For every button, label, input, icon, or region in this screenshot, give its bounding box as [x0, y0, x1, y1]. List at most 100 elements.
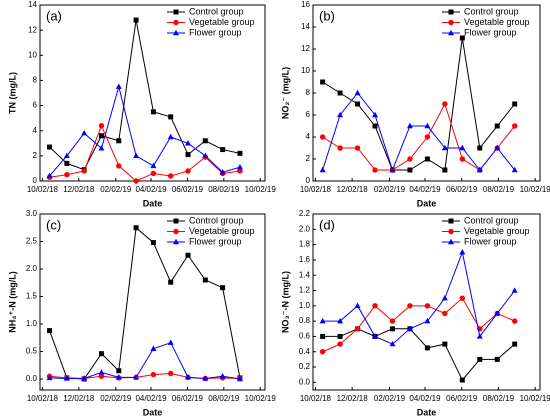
- marker: [185, 168, 191, 174]
- panel-label: (a): [46, 8, 62, 23]
- marker: [98, 351, 104, 357]
- x-tick-label: 12/02/18: [337, 185, 369, 194]
- legend-marker: [448, 29, 454, 36]
- x-tick-label: 06/02/19: [172, 394, 204, 403]
- y-tick-label: 16: [301, 0, 310, 9]
- x-tick-label: 06/02/19: [446, 394, 478, 403]
- marker: [512, 341, 518, 347]
- marker: [494, 356, 500, 362]
- y-tick-label: 0.6: [299, 332, 311, 341]
- marker: [46, 374, 53, 381]
- marker: [237, 150, 243, 156]
- series-line: [322, 250, 516, 345]
- marker: [81, 130, 88, 136]
- marker: [494, 310, 501, 316]
- y-tick-label: 10: [28, 50, 37, 59]
- y-tick-label: 0.8: [299, 316, 311, 325]
- legend-marker: [173, 29, 179, 36]
- marker: [406, 325, 413, 331]
- series-line: [49, 19, 241, 171]
- marker: [407, 156, 413, 162]
- marker: [320, 333, 326, 339]
- marker: [406, 122, 413, 129]
- plot-frame: [39, 4, 266, 182]
- panel: 0.0 0.2 0.4 0.6 0.8 1.0 1.2 1.4 1.6 1.8 2.0 2.2 10/0…: [280, 209, 550, 417]
- x-tick-label: 06/02/19: [172, 185, 204, 194]
- y-axis-label: NH₄⁺-N (mg/L): [7, 271, 17, 333]
- marker: [354, 326, 361, 332]
- series-line: [49, 342, 241, 380]
- legend-label: Control group: [189, 215, 244, 225]
- legend-label: Flower group: [464, 236, 517, 246]
- marker: [220, 147, 226, 153]
- marker: [511, 166, 518, 173]
- marker: [150, 345, 157, 351]
- marker: [63, 152, 70, 159]
- y-tick-label: 1.2: [299, 286, 311, 295]
- y-tick-label: 1.4: [299, 270, 311, 279]
- marker: [512, 101, 518, 107]
- x-axis-label: Date: [143, 407, 163, 417]
- legend-label: Vegetable group: [464, 17, 530, 27]
- marker: [442, 341, 448, 347]
- panel: 0 2 4 6 8 10 12 14 10/02/18 12/02/18 02/02/19 04/02…: [7, 0, 276, 208]
- x-axis-label: Date: [417, 407, 437, 417]
- marker: [202, 375, 209, 381]
- marker: [115, 374, 122, 380]
- x-tick-label: 10/02/18: [300, 394, 332, 403]
- marker: [150, 240, 156, 246]
- marker: [133, 225, 139, 231]
- legend-marker: [448, 238, 454, 245]
- marker: [337, 111, 344, 118]
- y-tick-label: 6: [306, 110, 311, 119]
- marker: [372, 111, 379, 118]
- marker: [168, 173, 174, 179]
- legend-marker: [173, 218, 179, 224]
- x-tick-label: 04/02/19: [135, 394, 167, 403]
- legend-label: Flower group: [189, 236, 242, 246]
- marker: [424, 317, 431, 324]
- y-tick-label: 1.8: [299, 240, 311, 249]
- marker: [185, 152, 191, 158]
- legend-label: Control group: [189, 6, 244, 16]
- marker: [168, 114, 174, 120]
- marker: [442, 101, 448, 107]
- x-tick-label: 12/02/18: [63, 185, 95, 194]
- marker: [219, 169, 226, 175]
- marker: [459, 35, 465, 41]
- y-tick-label: 12: [301, 44, 310, 53]
- marker: [389, 340, 396, 347]
- marker: [372, 333, 379, 339]
- x-tick-label: 10/02/18: [27, 394, 59, 403]
- marker: [64, 160, 70, 166]
- marker: [185, 374, 192, 380]
- marker: [81, 168, 87, 174]
- marker: [150, 170, 157, 177]
- y-tick-label: 8: [33, 76, 38, 85]
- legend-label: Vegetable group: [189, 226, 255, 236]
- plot-frame: [39, 213, 266, 391]
- marker: [337, 145, 343, 151]
- y-tick-label: 0: [33, 176, 38, 185]
- legend-marker: [173, 228, 179, 235]
- marker: [237, 168, 243, 174]
- y-axis-label: NO₂⁻ (mg/L): [280, 67, 290, 119]
- x-tick-label: 10/02/19: [520, 394, 550, 403]
- y-tick-label: 12: [28, 25, 37, 34]
- x-tick-label: 04/02/19: [409, 394, 441, 403]
- marker: [337, 90, 343, 96]
- marker: [98, 133, 104, 139]
- marker: [337, 333, 343, 339]
- marker: [355, 101, 361, 107]
- marker: [81, 375, 88, 381]
- y-tick-label: 0: [306, 176, 311, 185]
- marker: [64, 172, 70, 178]
- marker: [459, 156, 466, 162]
- marker: [424, 303, 431, 309]
- marker: [372, 123, 378, 129]
- marker: [236, 163, 243, 170]
- y-tick-label: 10: [301, 66, 310, 75]
- marker: [424, 156, 430, 162]
- x-tick-label: 10/02/19: [520, 185, 550, 194]
- marker: [337, 317, 344, 324]
